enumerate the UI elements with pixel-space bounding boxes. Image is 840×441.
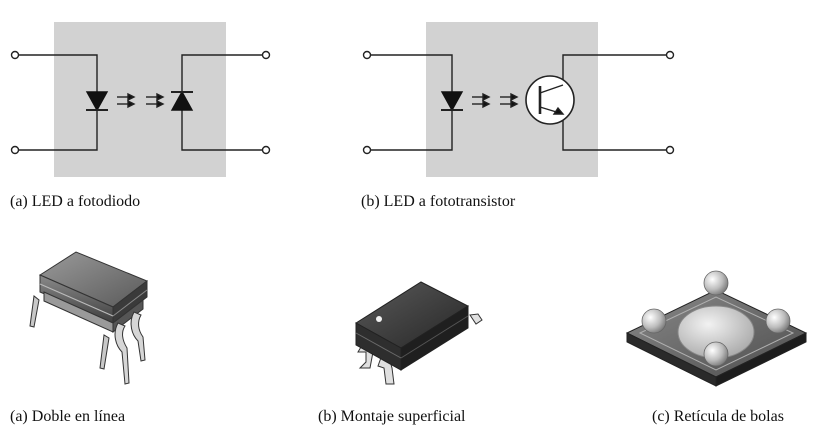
terminal-circle	[10, 50, 20, 60]
terminal-circle	[362, 50, 372, 60]
diagram-led-photodiode	[10, 22, 271, 177]
terminal-circle	[665, 50, 675, 60]
terminal-circle	[261, 145, 271, 155]
terminal-circle	[261, 50, 271, 60]
caption-dual-inline: (a) Doble en línea	[10, 408, 126, 425]
solder-balls	[641, 270, 791, 367]
smd-package-illustration	[355, 281, 483, 385]
photodiode-icon	[170, 90, 194, 111]
diagram-led-phototransistor	[362, 22, 675, 177]
pin1-marker-icon	[376, 316, 382, 322]
phototransistor-icon	[525, 75, 575, 125]
caption-surface-mount: (b) Montaje superficial	[318, 408, 466, 425]
caption-ball-grid: (c) Retícula de bolas	[652, 408, 784, 425]
caption-led-phototransistor: (b) LED a fototransistor	[361, 193, 516, 210]
led-icon	[440, 91, 464, 112]
dip-package-illustration	[29, 251, 148, 385]
package-pins	[29, 295, 110, 370]
terminal-circle	[10, 145, 20, 155]
terminal-circle	[665, 145, 675, 155]
coupler-panel	[54, 22, 226, 177]
caption-led-photodiode: (a) LED a fotodiodo	[10, 193, 141, 210]
terminal-circle	[362, 145, 372, 155]
bga-package-illustration	[625, 270, 808, 387]
light-arrows-icon	[117, 92, 165, 109]
led-icon	[85, 91, 109, 112]
package-pins	[114, 311, 146, 385]
light-arrows-icon	[472, 92, 519, 109]
